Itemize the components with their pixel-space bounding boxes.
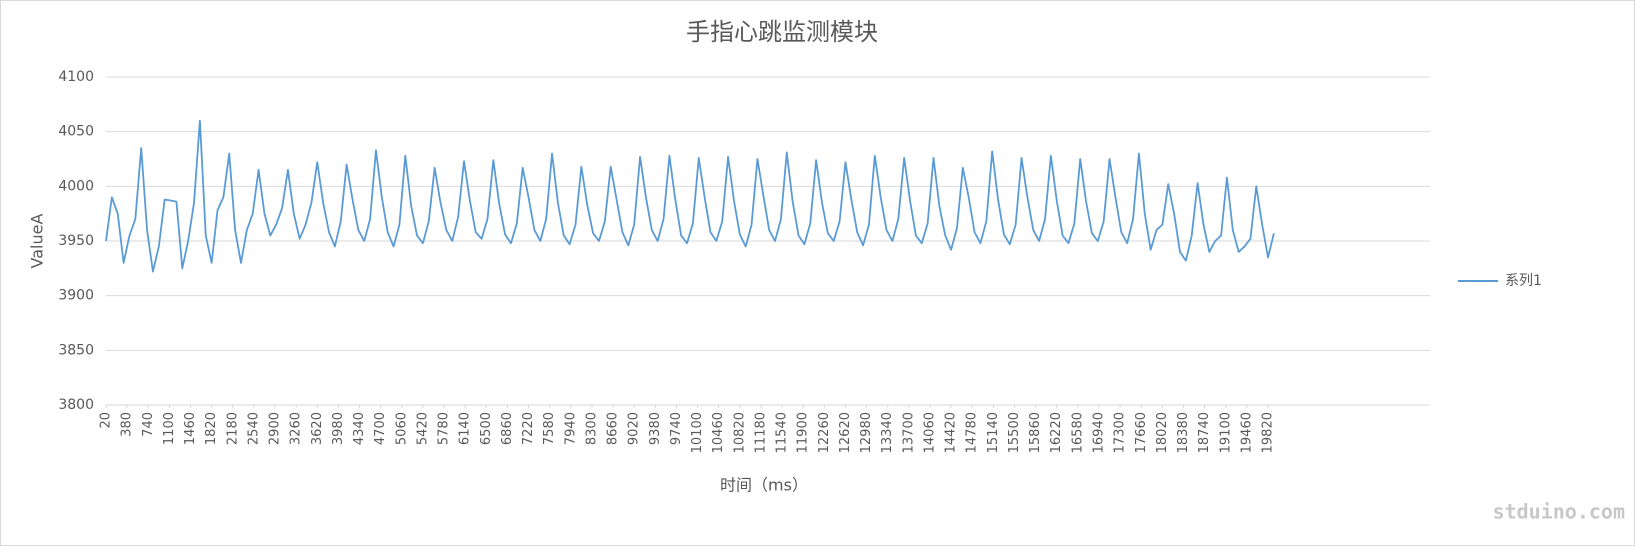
- x-tick-label: 11180: [753, 412, 768, 453]
- x-tick-label: 18740: [1197, 412, 1212, 453]
- y-tick-label: 3850: [58, 342, 94, 358]
- x-axis-title: 时间（ms）: [720, 476, 808, 495]
- y-tick-label: 4050: [58, 124, 94, 140]
- x-tick-label: 18380: [1176, 412, 1191, 453]
- x-tick-label: 15860: [1028, 412, 1043, 453]
- x-tick-label: 10460: [711, 412, 726, 453]
- x-tick-label: 16580: [1070, 412, 1085, 453]
- x-tick-label: 7940: [563, 412, 578, 445]
- x-tick-label: 4340: [352, 412, 367, 445]
- x-tick-label: 14060: [922, 412, 937, 453]
- x-tick-label: 15500: [1007, 412, 1022, 453]
- x-tick-label: 19460: [1239, 412, 1254, 453]
- x-tick-label: 10100: [690, 412, 705, 453]
- x-tick-label: 16220: [1049, 412, 1064, 453]
- x-tick-label: 17300: [1113, 412, 1128, 453]
- x-tick-label: 6860: [500, 412, 515, 445]
- x-tick-label: 11540: [775, 412, 790, 453]
- x-tick-label: 14780: [965, 412, 980, 453]
- x-tick-label: 5060: [394, 412, 409, 445]
- x-tick-label: 4700: [373, 412, 388, 445]
- x-tick-label: 7580: [542, 412, 557, 445]
- x-tick-label: 1820: [204, 412, 219, 445]
- x-tick-label: 5780: [437, 412, 452, 445]
- x-tick-label: 20: [99, 412, 114, 429]
- x-tick-label: 1460: [183, 412, 198, 445]
- x-tick-label: 11900: [796, 412, 811, 453]
- x-tick-label: 13700: [901, 412, 916, 453]
- watermark: stduino.com: [1493, 500, 1625, 524]
- x-tick-label: 14420: [944, 412, 959, 453]
- x-tick-label: 6140: [458, 412, 473, 445]
- x-tick-label: 8660: [606, 412, 621, 445]
- x-tick-label: 5420: [415, 412, 430, 445]
- x-tick-label: 3260: [289, 412, 304, 445]
- x-tick-label: 10820: [732, 412, 747, 453]
- y-axis-title: ValueA: [28, 214, 47, 269]
- x-tick-label: 19100: [1218, 412, 1233, 453]
- x-tick-label: 7220: [521, 412, 536, 445]
- x-tick-label: 16940: [1092, 412, 1107, 453]
- x-tick-label: 2540: [246, 412, 261, 445]
- x-tick-label: 15140: [986, 412, 1001, 453]
- x-tick-label: 8300: [584, 412, 599, 445]
- x-tick-label: 9020: [627, 412, 642, 445]
- y-tick-label: 4000: [58, 178, 94, 194]
- x-tick-label: 12620: [838, 412, 853, 453]
- x-tick-label: 19820: [1261, 412, 1276, 453]
- x-tick-label: 2900: [268, 412, 283, 445]
- x-tick-label: 2180: [225, 412, 240, 445]
- x-tick-label: 380: [120, 412, 135, 437]
- chart-title: 手指心跳监测模块: [686, 18, 878, 46]
- x-tick-label: 9740: [669, 412, 684, 445]
- x-tick-label: 9380: [648, 412, 663, 445]
- x-tick-label: 6500: [479, 412, 494, 445]
- y-tick-label: 4100: [58, 69, 94, 85]
- x-tick-label: 18020: [1155, 412, 1170, 453]
- x-tick-label: 3980: [331, 412, 346, 445]
- x-tick-label: 12980: [859, 412, 874, 453]
- legend-label: 系列1: [1505, 273, 1542, 289]
- x-tick-label: 17660: [1134, 412, 1149, 453]
- y-tick-label: 3950: [58, 233, 94, 249]
- x-tick-label: 13340: [880, 412, 895, 453]
- y-tick-label: 3800: [58, 397, 94, 413]
- y-tick-label: 3900: [58, 288, 94, 304]
- x-tick-label: 12260: [817, 412, 832, 453]
- series-line: [105, 119, 1275, 273]
- x-tick-label: 1100: [162, 412, 177, 445]
- x-tick-label: 3620: [310, 412, 325, 445]
- x-tick-label: 740: [141, 412, 156, 437]
